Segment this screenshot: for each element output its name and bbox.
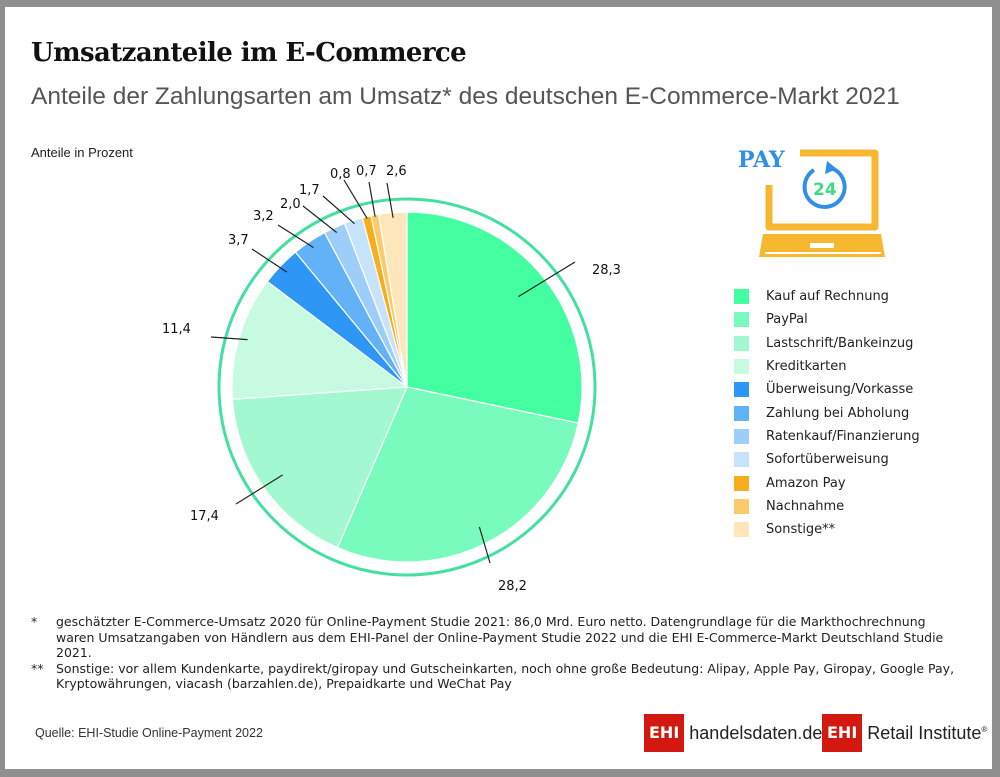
data-label: 28,2 [498,579,527,594]
leader-line [251,248,288,273]
legend-swatch [734,498,749,514]
data-label: 28,3 [592,263,621,278]
data-label: 0,8 [330,167,351,182]
legend-label: Sofortüberweisung [766,452,889,468]
handelsdaten-text: handelsdaten.de [689,723,822,744]
legend-swatch [734,475,749,491]
legend-swatch [734,522,749,538]
retail-institute-text: Retail Institute® [867,723,987,744]
legend-label: Kreditkarten [766,359,847,375]
data-label: 0,7 [356,164,377,179]
data-label: 11,4 [162,322,191,337]
legend-swatch [734,428,749,444]
leader-line [368,181,376,217]
legend-swatch [734,452,749,468]
legend-swatch [734,312,749,328]
legend-item: PayPal [734,308,920,331]
legend-label: Sonstige** [766,522,836,538]
chart-legend: Kauf auf Rechnung PayPal Lastschrift/Banke… [734,285,920,541]
leader-line [277,224,314,249]
legend-label: Nachnahme [766,498,845,514]
refresh-arrow-icon [802,166,847,209]
legend-item: Überweisung/Vorkasse [734,378,920,401]
badge-24: 24 [813,180,837,200]
legend-label: Kauf auf Rechnung [766,289,889,305]
legend-item: Kauf auf Rechnung [734,285,920,308]
legend-item: Zahlung bei Abholung [734,401,920,424]
leader-line [343,179,368,219]
legend-label: Überweisung/Vorkasse [766,382,914,398]
legend-swatch [734,405,749,421]
leader-line [302,205,338,233]
logo-text-b: de [802,722,823,743]
registered-mark: ® [981,724,988,734]
pie-slice-paypal [336,386,579,563]
legend-item: Amazon Pay [734,471,920,494]
legend-swatch [734,382,749,398]
footnote-mark: * [31,614,38,629]
ehi-logo-box: EHI [644,714,685,752]
legend-item: Kreditkarten [734,355,920,378]
leader-line [386,182,394,218]
laptop-edge-icon [765,252,881,254]
data-label: 2,0 [280,197,301,212]
legend-label: Zahlung bei Abholung [766,405,910,421]
legend-swatch [734,359,749,375]
legend-label: Lastschrift/Bankeinzug [766,335,914,351]
leader-line [210,336,248,341]
data-label: 3,7 [228,233,249,248]
data-label: 2,6 [386,164,407,179]
legend-item: Nachnahme [734,495,920,518]
legend-item: Lastschrift/Bankeinzug [734,332,920,355]
handelsdaten-logo[interactable]: EHI handelsdaten.de [644,714,822,752]
legend-swatch [734,289,749,305]
footnote-mark: ** [31,660,44,676]
pie-slice-kreditkarten [231,280,409,400]
legend-label: Amazon Pay [766,475,846,491]
legend-swatch [734,335,749,351]
pie-slices [231,211,583,563]
footnote-text: Sonstige: vor allem Kundenkarte, paydire… [56,660,955,692]
unit-label: Anteile in Prozent [31,145,133,160]
logo-dot: . [797,722,803,743]
source-label: Quelle: EHI-Studie Online-Payment 2022 [35,726,263,740]
laptop-screen-icon [765,149,879,231]
ehi-logo-box: EHI [822,714,863,752]
data-label: 1,7 [299,183,320,198]
chart-title: Umsatzanteile im E-Commerce [31,38,467,68]
logo-text-a: handelsdaten [689,722,798,743]
leader-line [235,474,284,505]
pay24-laptop-icon: PAY 24 [735,145,885,274]
arrow-head-icon [825,161,837,174]
footnote-1: * geschätzter E-Commerce-Umsatz 2020 für… [31,614,961,661]
legend-item: Ratenkauf/Finanzierung [734,425,920,448]
pie-leader-lines [210,179,576,564]
leader-line [518,261,576,298]
legend-label: Ratenkauf/Finanzierung [766,428,920,444]
leader-line [478,526,491,564]
logo-text: Retail Institute [867,722,982,743]
chart-subtitle: Anteile der Zahlungsarten am Umsatz* des… [31,83,900,110]
leader-line [322,195,355,225]
pie-outer-ring [217,197,597,577]
footnote-text: geschätzter E-Commerce-Umsatz 2020 für O… [56,614,944,660]
footnote-2: ** Sonstige: vor allem Kundenkarte, payd… [31,661,961,692]
legend-item: Sofortüberweisung [734,448,920,471]
laptop-trackpad-icon [810,243,834,248]
pie-slice-kauf-auf-rechnung [406,211,583,424]
legend-label: PayPal [766,312,808,328]
pay-text: PAY [738,147,785,173]
data-label: 3,2 [253,209,274,224]
ehi-retail-institute-logo[interactable]: EHI Retail Institute® [822,714,987,752]
data-label: 17,4 [190,509,219,524]
legend-item: Sonstige** [734,518,920,541]
footnotes: * geschätzter E-Commerce-Umsatz 2020 für… [31,614,961,692]
pie-slice-lastschrift-bankeinzug [231,386,408,549]
pie-value-labels: 28,3 28,2 17,4 11,4 3,7 3,2 2,01,7 0,8 0,7 2,6 [162,164,621,594]
